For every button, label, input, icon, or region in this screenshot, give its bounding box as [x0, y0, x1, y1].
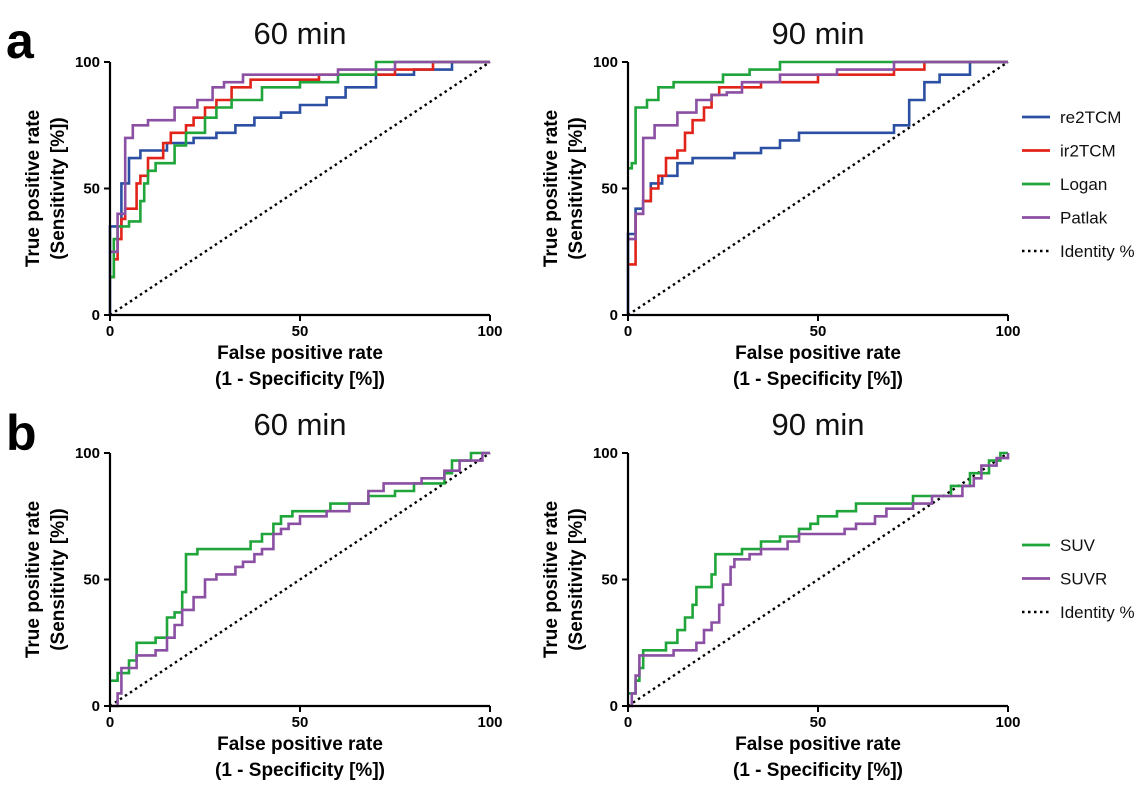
chart-b-90min: 90 min 0 50 100 0 50 100 False positive rate (1 …: [541, 407, 1021, 781]
y-axis-label: True positive rate: [23, 501, 44, 658]
x-axis-label: False positive rate: [217, 734, 383, 755]
x-axis-label: (1 - Specificity [%]): [215, 760, 385, 781]
y-tick-label: 0: [92, 698, 100, 715]
chart-title: 60 min: [253, 16, 346, 51]
chart-title: 90 min: [771, 16, 864, 51]
identity-line: [627, 61, 1009, 316]
y-tick-label: 0: [610, 307, 618, 324]
series-line-suvr: [628, 453, 1010, 708]
legend-label: SUVR: [1060, 570, 1107, 589]
legend-label: re2TCM: [1060, 108, 1121, 127]
x-tick-label: 100: [995, 323, 1020, 340]
x-tick-label: 0: [106, 714, 114, 731]
chart-b-60min: 60 min 0 50 100 0 50 100 False positive rate (1 …: [23, 407, 503, 781]
chart-a-60min: 60 min 0 50 100 0 50 100 False positive rate (1 …: [23, 16, 503, 390]
y-axis-label: (Sensitivity [%]): [48, 117, 69, 260]
x-tick-label: 100: [477, 323, 502, 340]
series-line-re2tcm: [108, 60, 490, 315]
x-tick-label: 0: [624, 323, 632, 340]
y-tick-label: 100: [75, 445, 100, 462]
legend-label: Identity %: [1060, 603, 1135, 622]
y-axis-label: True positive rate: [23, 110, 44, 267]
legend-label: Logan: [1060, 175, 1107, 194]
x-axis-label: False positive rate: [735, 343, 901, 364]
x-axis-label: (1 - Specificity [%]): [215, 369, 385, 390]
series-line-logan: [628, 60, 1008, 170]
legend-label: Identity %: [1060, 242, 1135, 261]
series-line-suvr: [110, 451, 490, 708]
chart-title: 60 min: [253, 407, 346, 442]
y-tick-label: 100: [75, 54, 100, 71]
x-axis-label: (1 - Specificity [%]): [733, 760, 903, 781]
y-tick-label: 50: [83, 572, 100, 589]
x-tick-label: 50: [292, 323, 309, 340]
x-axis-label: (1 - Specificity [%]): [733, 369, 903, 390]
chart-a-90min: 90 min 0 50 100 0 50 100 False positive rate (1 …: [541, 16, 1021, 390]
y-tick-label: 100: [593, 445, 618, 462]
series-line-patlak: [110, 60, 490, 254]
legend-panel-b: SUV SUVR Identity %: [1022, 536, 1135, 622]
y-axis-label: True positive rate: [541, 501, 562, 658]
y-axis-label: (Sensitivity [%]): [48, 508, 69, 651]
y-axis-label: (Sensitivity [%]): [566, 508, 587, 651]
chart-title: 90 min: [771, 407, 864, 442]
series-line-suv: [628, 451, 1008, 695]
y-tick-label: 50: [601, 181, 618, 198]
y-tick-label: 50: [601, 572, 618, 589]
x-tick-label: 50: [810, 323, 827, 340]
series-line-patlak: [628, 60, 1008, 241]
identity-line: [109, 61, 491, 316]
legend-panel-a: re2TCM ir2TCM Logan Patlak Identity %: [1022, 108, 1135, 261]
legend-label: ir2TCM: [1060, 142, 1116, 161]
x-tick-label: 50: [810, 714, 827, 731]
legend-label: SUV: [1060, 536, 1096, 555]
y-axis-label: (Sensitivity [%]): [566, 117, 587, 260]
series-line-suv: [110, 451, 490, 682]
x-tick-label: 0: [106, 323, 114, 340]
panel-letter-b: b: [6, 405, 37, 461]
x-tick-label: 100: [995, 714, 1020, 731]
legend-label: Patlak: [1060, 209, 1108, 228]
panel-letter-a: a: [6, 13, 35, 69]
x-tick-label: 0: [624, 714, 632, 731]
series-line-ir2tcm: [110, 60, 490, 279]
x-axis-label: False positive rate: [735, 734, 901, 755]
identity-line: [109, 452, 491, 707]
y-axis-label: True positive rate: [541, 110, 562, 267]
x-tick-label: 100: [477, 714, 502, 731]
y-tick-label: 100: [593, 54, 618, 71]
y-tick-label: 50: [83, 181, 100, 198]
y-tick-label: 0: [92, 307, 100, 324]
series-line-logan: [110, 60, 490, 279]
y-tick-label: 0: [610, 698, 618, 715]
x-tick-label: 50: [292, 714, 309, 731]
x-axis-label: False positive rate: [217, 343, 383, 364]
